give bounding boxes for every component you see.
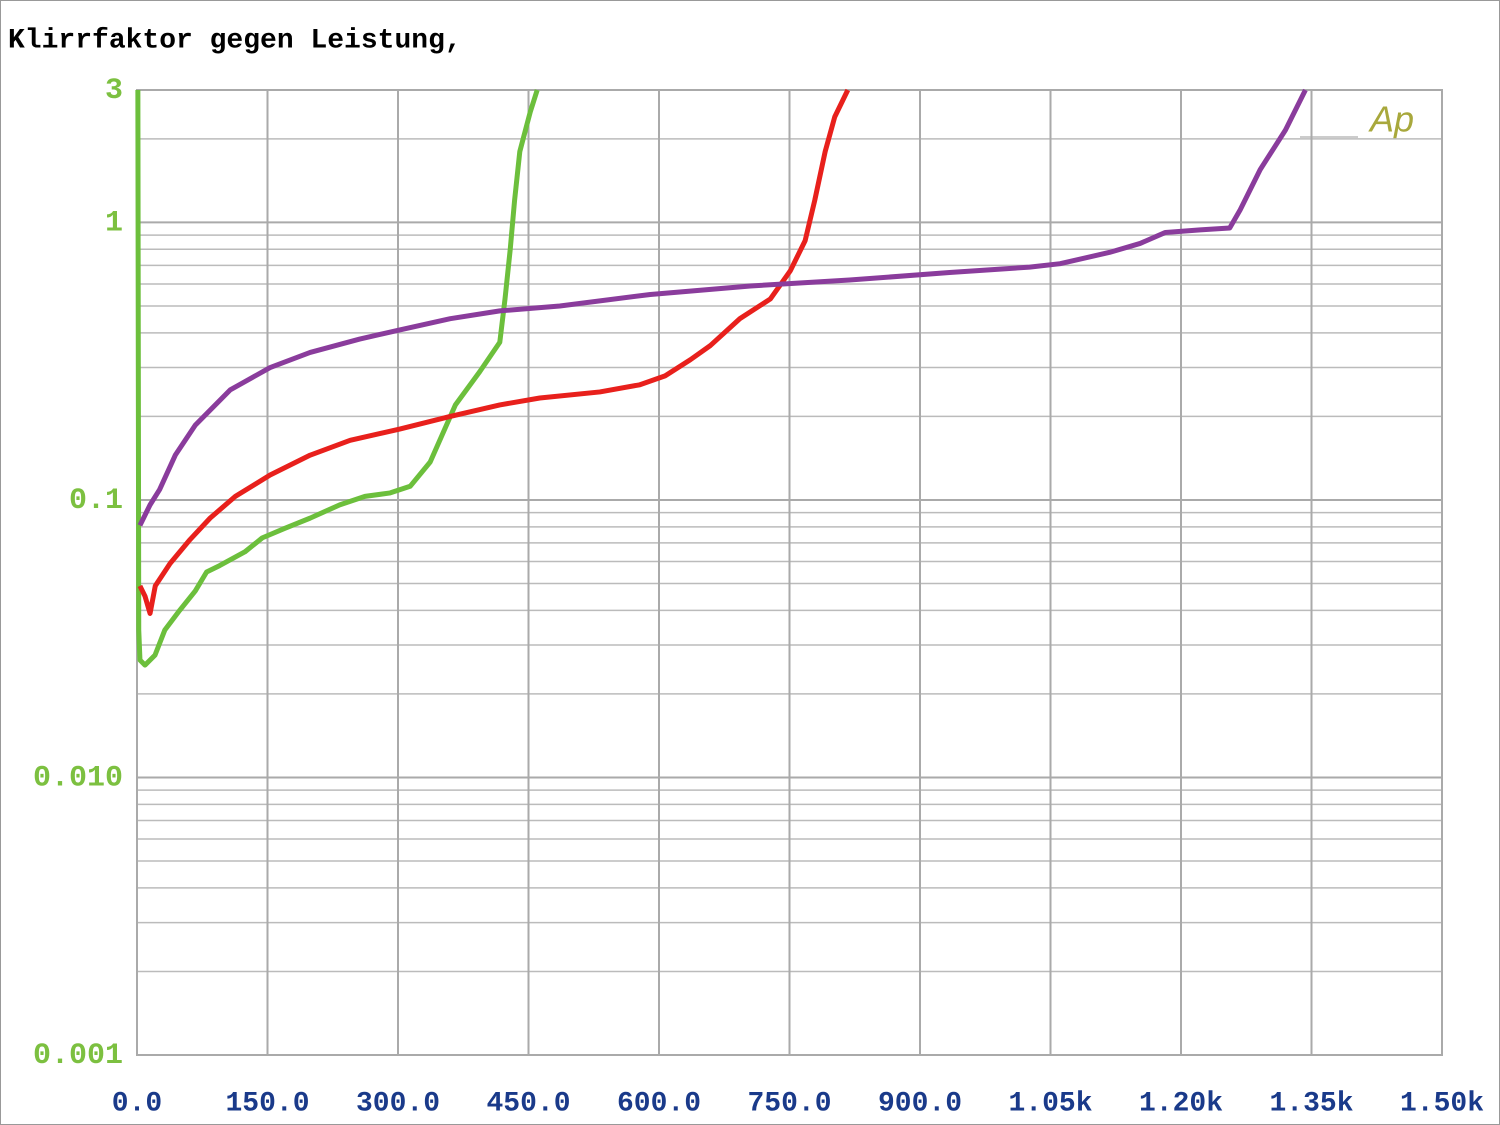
y-tick-label: 0.001: [33, 1039, 123, 1073]
series-line: [137, 88, 851, 616]
x-tick-label: 1.20k: [1139, 1088, 1223, 1119]
y-tick-label: 0.010: [33, 761, 123, 795]
y-tick-label: 1: [105, 206, 123, 240]
chart-title: Klirrfaktor gegen Leistung,: [8, 25, 462, 56]
x-tick-label: 1.05k: [1008, 1088, 1092, 1119]
x-tick-label: 600.0: [617, 1088, 701, 1119]
series-line: [135, 89, 540, 668]
x-tick-label: 150.0: [225, 1088, 309, 1119]
series-line: [137, 88, 1308, 527]
x-tick-label: 1.50k: [1400, 1088, 1484, 1119]
y-tick-label: 3: [105, 74, 123, 108]
x-tick-label: 300.0: [356, 1088, 440, 1119]
x-tick-label: 1.35k: [1269, 1088, 1353, 1119]
logo: Ap: [1368, 99, 1414, 140]
x-tick-label: 750.0: [747, 1088, 831, 1119]
x-tick-label: 450.0: [486, 1088, 570, 1119]
y-tick-label: 0.1: [69, 484, 123, 518]
x-tick-label: 900.0: [878, 1088, 962, 1119]
x-tick-label: 0.0: [112, 1088, 162, 1119]
